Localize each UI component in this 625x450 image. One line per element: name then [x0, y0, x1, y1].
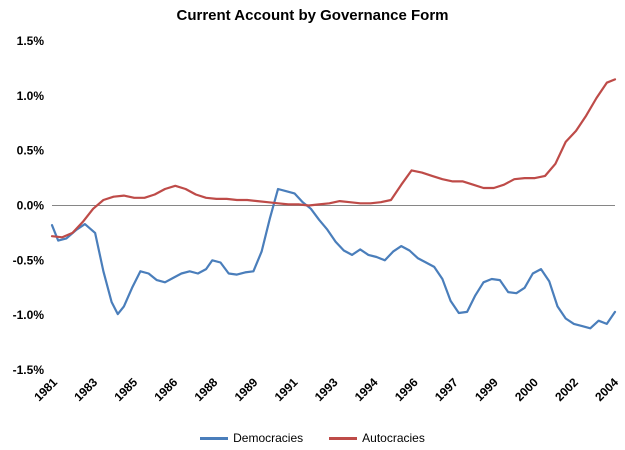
- x-tick-label: 1991: [272, 375, 301, 404]
- x-tick-label: 1985: [111, 375, 140, 404]
- series-line-democracies: [50, 187, 617, 330]
- y-tick-label: 0.5%: [17, 144, 45, 158]
- legend-label-democracies: Democracies: [233, 431, 304, 445]
- y-tick-label: -1.0%: [13, 308, 45, 322]
- y-tick-label: -1.5%: [13, 363, 45, 377]
- x-tick-label: 1981: [31, 375, 60, 404]
- y-tick-label: -0.5%: [13, 253, 45, 267]
- x-tick-label: 1989: [232, 375, 261, 404]
- y-tick-label: 0.0%: [17, 199, 45, 213]
- chart-legend: Democracies Autocracies: [0, 431, 625, 445]
- series-line-autocracies: [50, 78, 617, 239]
- x-tick-label: 1993: [312, 375, 341, 404]
- legend-swatch-autocracies: [329, 436, 358, 440]
- y-tick-label: 1.5%: [17, 34, 45, 48]
- x-tick-label: 1986: [152, 375, 181, 404]
- legend-swatch-democracies: [200, 436, 229, 440]
- legend-item-democracies: Democracies: [200, 431, 303, 445]
- y-tick-label: 1.0%: [17, 89, 45, 103]
- chart-title: Current Account by Governance Form: [176, 7, 449, 24]
- x-tick-label: 1983: [71, 375, 100, 404]
- x-tick-label: 1997: [432, 375, 461, 404]
- legend-label-autocracies: Autocracies: [362, 431, 425, 445]
- x-tick-label: 1994: [352, 375, 381, 404]
- x-tick-label: 2004: [592, 375, 621, 404]
- legend-item-autocracies: Autocracies: [329, 431, 425, 445]
- x-tick-label: 2002: [552, 375, 581, 404]
- x-tick-label: 1999: [472, 375, 501, 404]
- x-tick-label: 1996: [392, 375, 421, 404]
- x-tick-label: 2000: [512, 375, 541, 404]
- x-tick-label: 1988: [192, 375, 221, 404]
